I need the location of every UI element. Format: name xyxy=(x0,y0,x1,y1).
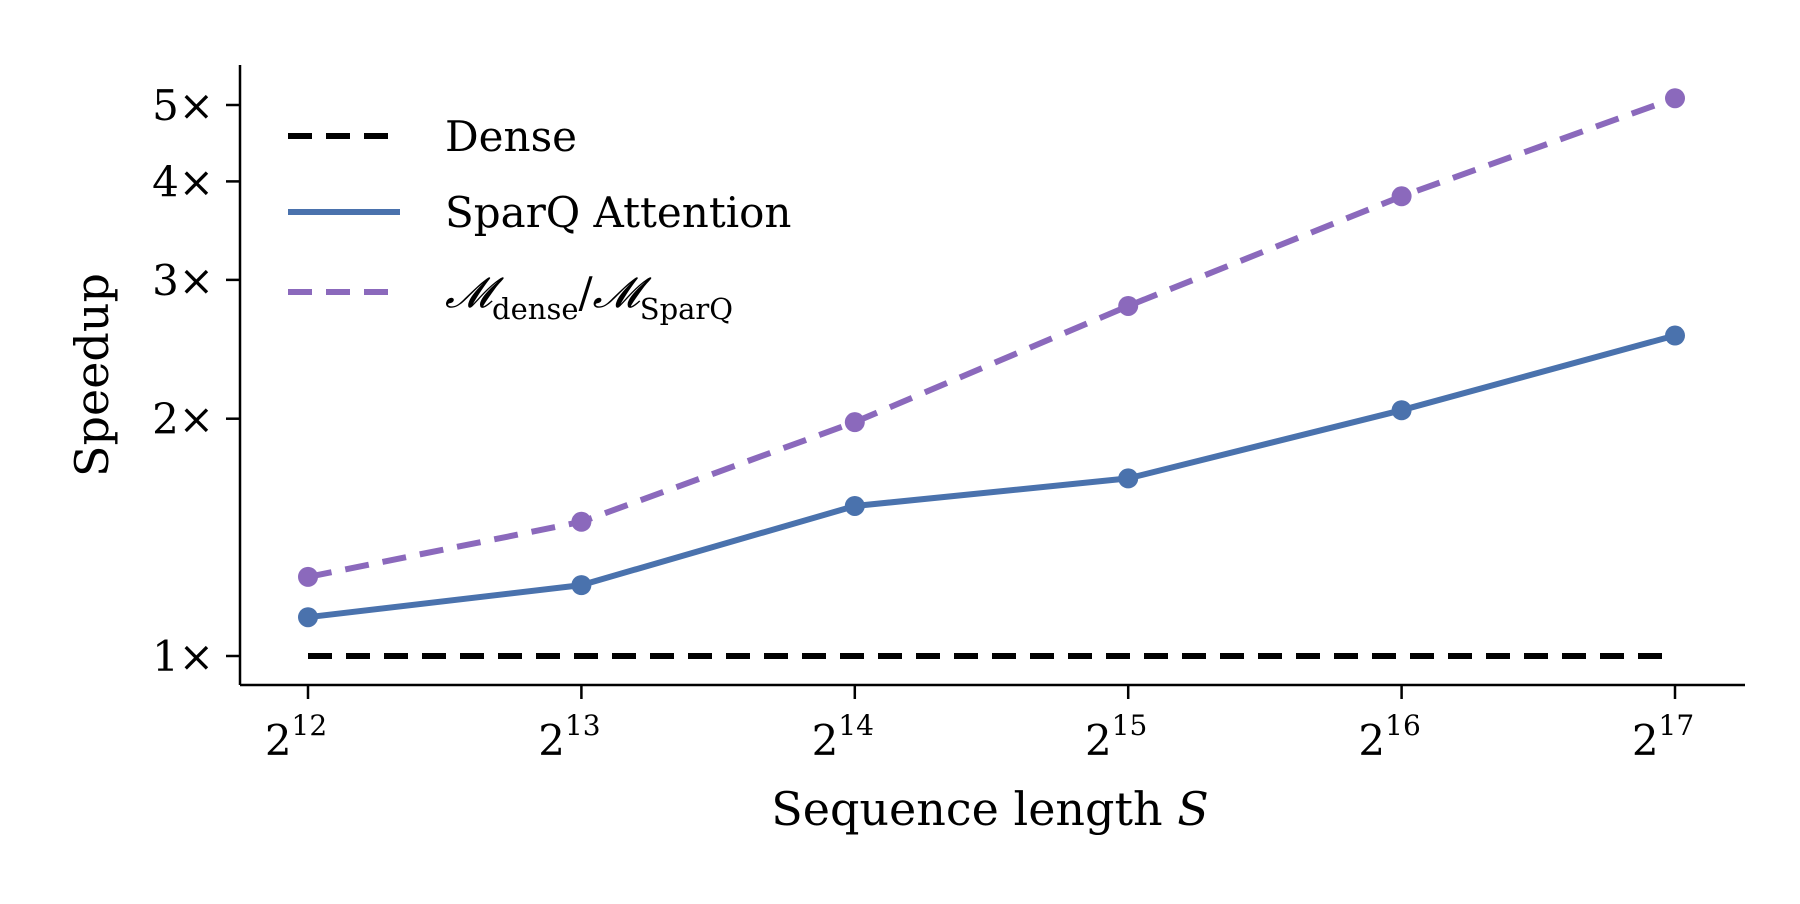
legend-label: Dense xyxy=(445,112,577,161)
data-point xyxy=(571,575,592,596)
series-layer xyxy=(298,88,1685,659)
legend-entry-1: SparQ Attention xyxy=(288,188,791,237)
y-tick-label: 2× xyxy=(152,395,214,444)
x-tick-label: 215 xyxy=(1085,709,1147,765)
data-point xyxy=(298,607,318,628)
y-axis-label: Speedup xyxy=(65,273,119,477)
legend-entry-2: 𝓜dense/𝓜SparQ xyxy=(288,268,733,326)
y-tick-label: 5× xyxy=(152,81,214,130)
data-point xyxy=(298,566,318,587)
x-tick-label: 217 xyxy=(1632,709,1694,765)
data-point xyxy=(1665,325,1685,346)
data-point xyxy=(1391,400,1412,421)
legend: Dense SparQ Attention 𝓜dense/𝓜SparQ xyxy=(288,112,791,326)
y-tick-label: 3× xyxy=(152,256,214,305)
data-point xyxy=(844,412,865,433)
y-tick-label: 1× xyxy=(152,632,214,681)
data-point xyxy=(571,511,592,532)
series-line xyxy=(307,95,1677,580)
data-point xyxy=(1118,468,1139,489)
data-point xyxy=(1665,88,1685,109)
y-tick-label: 4× xyxy=(152,157,214,206)
data-point xyxy=(844,495,865,516)
x-tick-label: 216 xyxy=(1358,709,1420,765)
data-point xyxy=(1391,186,1412,207)
series-1 xyxy=(298,325,1685,628)
legend-label: 𝓜dense/𝓜SparQ xyxy=(445,268,733,326)
axes: 1× 2× 3× 4× 5× 212 213 214 215 216 217 Sequence len… xyxy=(65,65,1745,836)
x-tick-label: 212 xyxy=(265,709,327,765)
data-point xyxy=(1118,295,1139,316)
x-axis-label: Sequence length S xyxy=(771,782,1209,836)
legend-entry-0: Dense xyxy=(288,112,577,161)
series-line xyxy=(307,332,1676,621)
series-2 xyxy=(298,88,1685,587)
x-tick-label: 214 xyxy=(812,709,874,765)
x-tick-label: 213 xyxy=(538,709,600,765)
legend-label: SparQ Attention xyxy=(445,188,791,237)
